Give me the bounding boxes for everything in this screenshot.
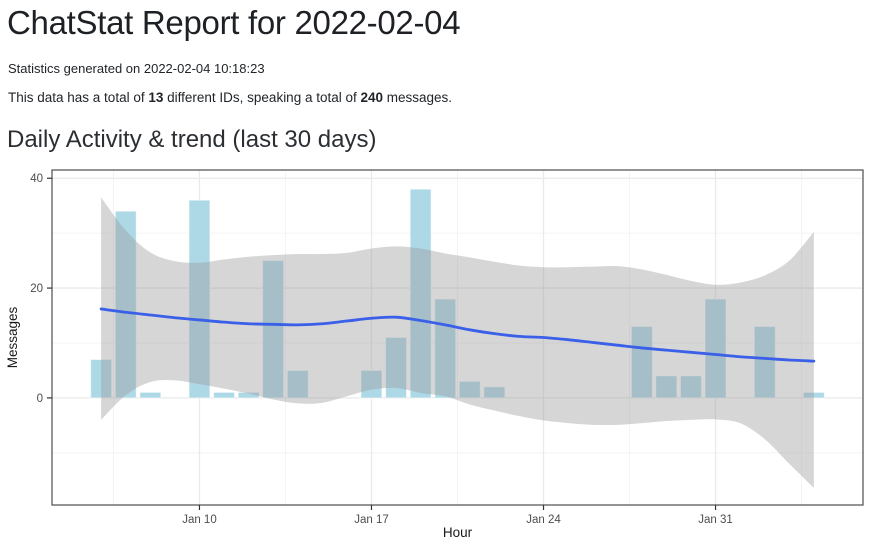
bar-jan-14 bbox=[286, 370, 309, 399]
message-bars bbox=[90, 188, 825, 399]
bar-jan-6 bbox=[90, 359, 113, 399]
axis-ticks bbox=[47, 177, 717, 510]
summary-line: This data has a total of 13 different ID… bbox=[8, 90, 452, 105]
x-tick-label: Jan 24 bbox=[526, 514, 561, 526]
daily-activity-chart: 0 20 40 Jan 10 Jan 17 Jan 24 Jan 31 Hour Message… bbox=[5, 169, 864, 540]
bar-feb-2 bbox=[753, 326, 776, 399]
bar-jan-31 bbox=[704, 298, 727, 399]
x-tick-label: Jan 10 bbox=[182, 514, 217, 526]
y-axis-title: Messages bbox=[5, 306, 20, 368]
bar-jan-8 bbox=[139, 391, 162, 399]
summary-id-count: 13 bbox=[148, 90, 164, 105]
section-title: Daily Activity & trend (last 30 days) bbox=[7, 126, 377, 153]
y-tick-label: 0 bbox=[37, 393, 43, 405]
x-axis-title: Hour bbox=[443, 525, 473, 540]
gridlines-minor bbox=[52, 170, 863, 505]
bar-jan-7 bbox=[114, 210, 137, 399]
summary-message-count: 240 bbox=[360, 90, 384, 105]
bar-jan-28 bbox=[630, 326, 653, 399]
bar-jan-12 bbox=[237, 391, 260, 399]
bar-jan-17 bbox=[360, 370, 383, 399]
bar-jan-22 bbox=[483, 386, 506, 399]
bar-jan-19 bbox=[409, 188, 432, 399]
bar-jan-18 bbox=[385, 337, 408, 399]
trend-line bbox=[99, 307, 816, 363]
summary-middle: different IDs, speaking a total of bbox=[163, 90, 361, 105]
bar-jan-21 bbox=[458, 380, 481, 399]
bar-jan-10 bbox=[188, 199, 211, 399]
y-tick-label: 20 bbox=[30, 283, 43, 295]
x-tick-label: Jan 17 bbox=[354, 514, 389, 526]
page-title: ChatStat Report for 2022-02-04 bbox=[7, 4, 461, 41]
summary-suffix: messages. bbox=[383, 90, 453, 105]
bar-jan-13 bbox=[262, 260, 285, 399]
bar-jan-29 bbox=[655, 375, 678, 399]
bar-feb-4 bbox=[802, 391, 825, 399]
confidence-ribbon bbox=[101, 197, 814, 488]
axis-tick-labels: 0 20 40 Jan 10 Jan 17 Jan 24 Jan 31 bbox=[30, 173, 733, 526]
panel-border bbox=[51, 169, 864, 506]
generated-timestamp: Statistics generated on 2022-02-04 10:18… bbox=[8, 61, 265, 76]
bar-jan-30 bbox=[680, 375, 702, 399]
bar-jan-11 bbox=[213, 391, 236, 399]
summary-prefix: This data has a total of bbox=[8, 90, 149, 105]
y-tick-label: 40 bbox=[30, 173, 43, 185]
x-tick-label: Jan 31 bbox=[698, 514, 733, 526]
